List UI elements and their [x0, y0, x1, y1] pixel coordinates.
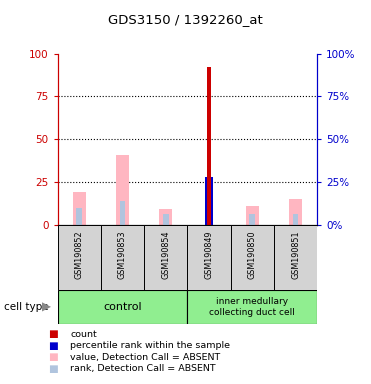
Text: ■: ■ [48, 352, 58, 362]
Bar [246, 206, 259, 225]
Bar [116, 155, 129, 225]
Text: GSM190853: GSM190853 [118, 230, 127, 279]
Bar [144, 225, 187, 290]
Bar [119, 201, 125, 225]
Text: control: control [103, 302, 142, 312]
Text: ▶: ▶ [42, 301, 51, 314]
Text: cell type: cell type [4, 302, 48, 312]
Bar [207, 68, 210, 225]
Bar [289, 199, 302, 225]
Text: GSM190850: GSM190850 [248, 230, 257, 279]
Bar [249, 214, 255, 225]
Text: count: count [70, 329, 97, 339]
Bar [159, 209, 172, 225]
Text: GSM190849: GSM190849 [204, 230, 213, 279]
Text: ■: ■ [48, 364, 58, 374]
Text: GSM190852: GSM190852 [75, 230, 83, 279]
Text: rank, Detection Call = ABSENT: rank, Detection Call = ABSENT [70, 364, 216, 373]
Bar [76, 208, 82, 225]
Bar [73, 192, 86, 225]
Bar [274, 225, 317, 290]
Bar [58, 290, 187, 324]
Text: inner medullary
collecting duct cell: inner medullary collecting duct cell [209, 298, 295, 317]
Bar [187, 290, 317, 324]
Bar [231, 225, 274, 290]
Text: ■: ■ [48, 329, 58, 339]
Bar [205, 177, 213, 225]
Text: GDS3150 / 1392260_at: GDS3150 / 1392260_at [108, 13, 263, 26]
Bar [293, 214, 298, 225]
Bar [58, 225, 101, 290]
Text: GSM190851: GSM190851 [291, 230, 300, 279]
Text: GSM190854: GSM190854 [161, 230, 170, 279]
Bar [163, 214, 168, 225]
Text: percentile rank within the sample: percentile rank within the sample [70, 341, 230, 350]
Bar [101, 225, 144, 290]
Bar [187, 225, 231, 290]
Text: value, Detection Call = ABSENT: value, Detection Call = ABSENT [70, 353, 221, 362]
Text: ■: ■ [48, 341, 58, 351]
